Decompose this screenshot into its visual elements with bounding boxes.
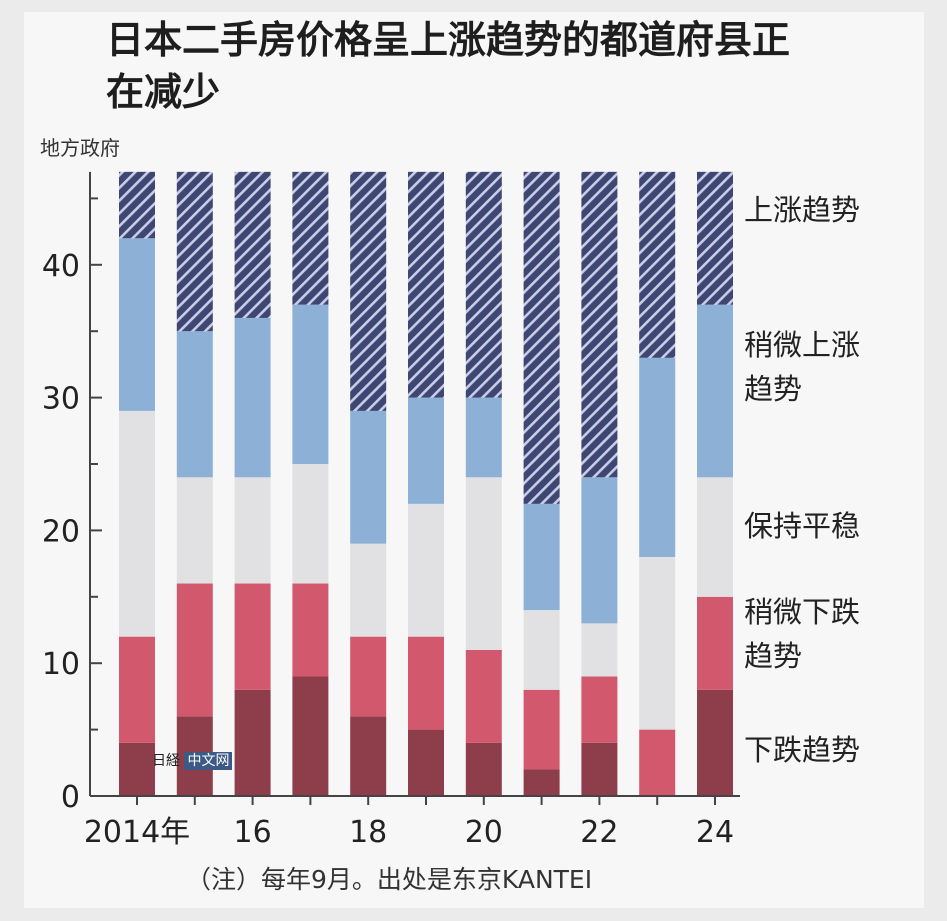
x-tick-label: 20 <box>465 815 503 850</box>
bar-segment <box>581 742 618 796</box>
bar-segment <box>408 397 444 504</box>
bar-segment <box>408 636 444 730</box>
bar-segment <box>176 331 213 478</box>
bar-segment <box>292 583 329 677</box>
bar-segment <box>581 171 618 478</box>
bar-segment <box>350 410 387 544</box>
x-tick-label: 18 <box>349 815 387 850</box>
bar-segment <box>697 596 733 690</box>
bar-segment <box>234 689 271 796</box>
bar-segment <box>234 317 271 478</box>
legend-label: 稍微下跌趋势 <box>744 595 860 673</box>
bar-segment <box>523 610 560 690</box>
bar-segment <box>465 397 502 478</box>
x-tick-label: 2014年 <box>84 815 190 850</box>
bar-segment <box>697 689 733 796</box>
legend-label: 上涨趋势 <box>744 193 860 227</box>
bar-segment <box>465 171 502 398</box>
y-tick-label: 40 <box>42 249 80 284</box>
bar-segment <box>697 171 733 305</box>
bar-segment <box>234 477 271 584</box>
y-axis-unit-label: 地方政府 <box>40 136 120 160</box>
bar-segment <box>408 503 444 637</box>
legend-group: 下跌趋势 稍微下跌趋势 保持平稳 稍微上涨趋势 上涨趋势 <box>744 193 860 767</box>
watermark-box: 中文网 <box>184 752 233 770</box>
bar-segment <box>581 676 618 743</box>
bar-segment <box>119 171 155 239</box>
bar-segment <box>234 583 271 690</box>
bar-segment <box>292 171 329 305</box>
bar-segment <box>119 636 155 743</box>
x-tick-label: 16 <box>234 815 272 850</box>
bar-segment <box>697 304 733 478</box>
x-tick-label: 22 <box>580 815 618 850</box>
legend-label: 保持平稳 <box>744 509 860 543</box>
bar-segment <box>523 769 560 796</box>
axes-group: 0 10 20 30 40 2014年 16 18 20 22 24 <box>42 171 740 850</box>
bar-segment <box>350 171 387 411</box>
bar-segment <box>292 676 329 796</box>
bar-segment <box>581 623 618 677</box>
bar-segment <box>119 238 155 411</box>
bar-segment <box>697 477 733 597</box>
y-tick-label: 20 <box>42 514 80 549</box>
bar-segment <box>523 689 560 770</box>
chart-footnote: （注）每年9月。出处是东京KANTEI <box>186 865 593 894</box>
bar-segment <box>119 410 155 637</box>
bar-segment <box>523 171 560 504</box>
nikkei-watermark: 日経 中文网 <box>152 750 233 770</box>
bar-group <box>119 171 733 796</box>
x-tick-label: 24 <box>696 815 734 850</box>
bar-segment <box>408 171 444 398</box>
bar-segment <box>581 477 618 624</box>
bar-segment <box>639 357 676 557</box>
bar-segment <box>639 556 676 730</box>
y-tick-label: 10 <box>42 647 80 682</box>
bar-segment <box>465 649 502 743</box>
bar-segment <box>119 742 155 796</box>
y-tick-label: 0 <box>61 780 80 815</box>
bar-segment <box>350 636 387 717</box>
bar-segment <box>350 716 387 796</box>
legend-label: 稍微上涨趋势 <box>744 328 860 406</box>
bar-segment <box>465 742 502 796</box>
chart-title: 日本二手房价格呈上涨趋势的都道府县正在减少 <box>106 18 791 114</box>
bar-segment <box>176 477 213 584</box>
bar-segment <box>176 171 213 332</box>
bar-segment <box>639 729 676 796</box>
bar-segment <box>350 543 387 637</box>
bar-segment <box>234 171 271 318</box>
bar-segment <box>292 464 329 584</box>
bar-segment <box>292 304 329 464</box>
bar-segment <box>465 477 502 650</box>
legend-label: 下跌趋势 <box>744 733 860 767</box>
bar-segment <box>639 171 676 358</box>
watermark-text: 日経 <box>152 753 180 769</box>
bar-segment <box>176 583 213 717</box>
bar-segment <box>408 729 444 796</box>
y-tick-label: 30 <box>42 382 80 417</box>
bar-segment <box>523 503 560 611</box>
